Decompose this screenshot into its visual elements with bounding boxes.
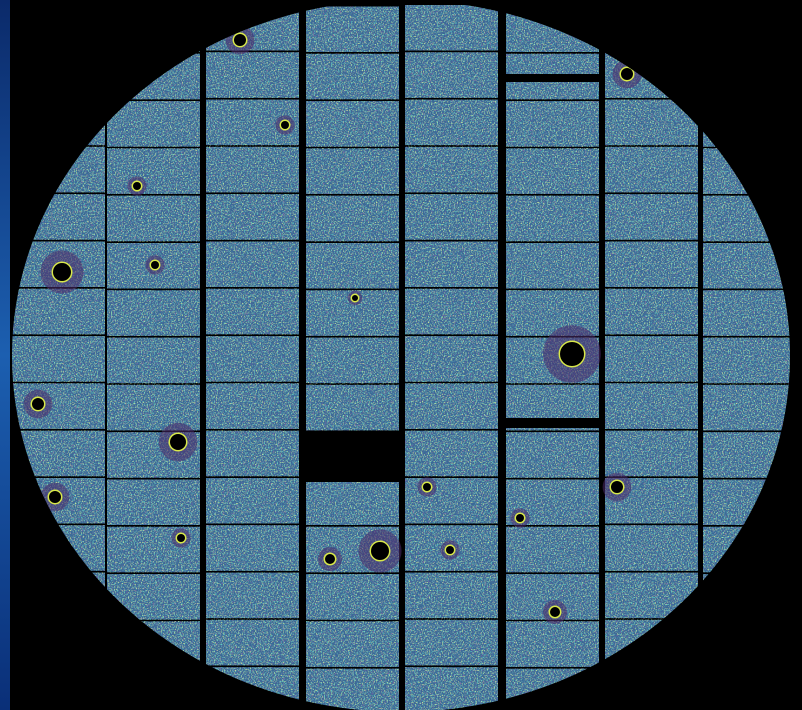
ccd-noise <box>306 148 399 194</box>
ccd-noise <box>506 432 599 478</box>
ccd-noise <box>206 336 299 382</box>
ccd-noise <box>506 243 599 289</box>
ccd-noise <box>306 668 399 710</box>
star-core <box>281 121 289 129</box>
ccd-noise <box>506 101 599 147</box>
star-core <box>234 34 246 46</box>
star-core <box>516 514 524 522</box>
star-core <box>446 546 454 554</box>
ccd-noise <box>206 619 299 666</box>
ccd-noise <box>703 384 790 431</box>
ccd-noise <box>206 478 299 524</box>
chip-gap <box>505 74 603 82</box>
ccd-noise <box>306 243 399 289</box>
star-core <box>621 68 633 80</box>
ccd-noise <box>306 574 399 620</box>
star-core <box>53 263 71 281</box>
ccd-noise <box>506 621 599 667</box>
ccd-noise <box>405 52 498 98</box>
star-core <box>170 434 186 450</box>
ccd-noise <box>703 290 790 336</box>
ccd-noise <box>12 288 105 335</box>
ccd-noise <box>206 52 299 98</box>
ccd-noise <box>405 383 498 429</box>
ccd-noise <box>405 667 498 710</box>
ccd-noise <box>306 621 399 667</box>
ccd-noise <box>506 526 599 573</box>
ccd-noise <box>703 337 790 384</box>
ccd-noise <box>605 383 698 429</box>
ccd-noise <box>605 146 698 193</box>
star-core <box>423 483 431 491</box>
ccd-noise <box>306 6 399 52</box>
ccd-noise <box>107 337 200 384</box>
ccd-noise <box>605 194 698 240</box>
ccd-noise <box>405 146 498 193</box>
left-edge <box>0 0 10 710</box>
star-core <box>177 534 185 542</box>
ccd-noise <box>306 195 399 242</box>
star-core <box>133 182 141 190</box>
ccd-noise <box>605 241 698 287</box>
ccd-noise <box>506 148 599 194</box>
star-core <box>371 542 389 560</box>
ccd-noise <box>107 148 200 194</box>
ccd-noise <box>605 430 698 477</box>
ccd-noise <box>107 384 200 431</box>
ccd-noise <box>506 195 599 242</box>
ccd-noise <box>206 525 299 571</box>
ccd-noise <box>405 5 498 51</box>
star-core <box>352 295 358 301</box>
star-core <box>32 398 44 410</box>
star-core <box>611 481 623 493</box>
ccd-noise <box>107 479 200 525</box>
ccd-noise <box>306 337 399 384</box>
star-core <box>49 491 61 503</box>
star-core <box>151 261 159 269</box>
ccd-noise <box>206 288 299 335</box>
star-core <box>560 342 584 366</box>
ccd-noise <box>405 430 498 477</box>
ccd-noise <box>107 290 200 336</box>
ccd-noise <box>107 101 200 147</box>
ccd-noise <box>12 336 105 382</box>
ccd-noise <box>306 384 399 431</box>
ccd-noise <box>605 336 698 382</box>
ccd-noise <box>405 619 498 666</box>
star-core <box>325 554 335 564</box>
ccd-noise <box>405 336 498 382</box>
ccd-noise <box>206 241 299 287</box>
ccd-noise <box>206 572 299 619</box>
ccd-noise <box>206 146 299 193</box>
ccd-noise <box>306 101 399 147</box>
ccd-noise <box>405 99 498 146</box>
missing-chip <box>300 432 402 482</box>
ccd-noise <box>405 288 498 335</box>
chip-gap <box>505 418 603 428</box>
ccd-noise <box>605 288 698 335</box>
ccd-noise <box>605 525 698 571</box>
star-core <box>550 607 560 617</box>
ccd-noise <box>405 194 498 240</box>
ccd-noise <box>107 195 200 242</box>
ccd-noise <box>405 572 498 619</box>
ccd-noise <box>206 194 299 240</box>
ccd-noise <box>405 241 498 287</box>
ccd-noise <box>306 479 399 525</box>
ccd-noise <box>306 53 399 100</box>
ccd-noise <box>206 383 299 429</box>
ccd-noise <box>206 430 299 477</box>
